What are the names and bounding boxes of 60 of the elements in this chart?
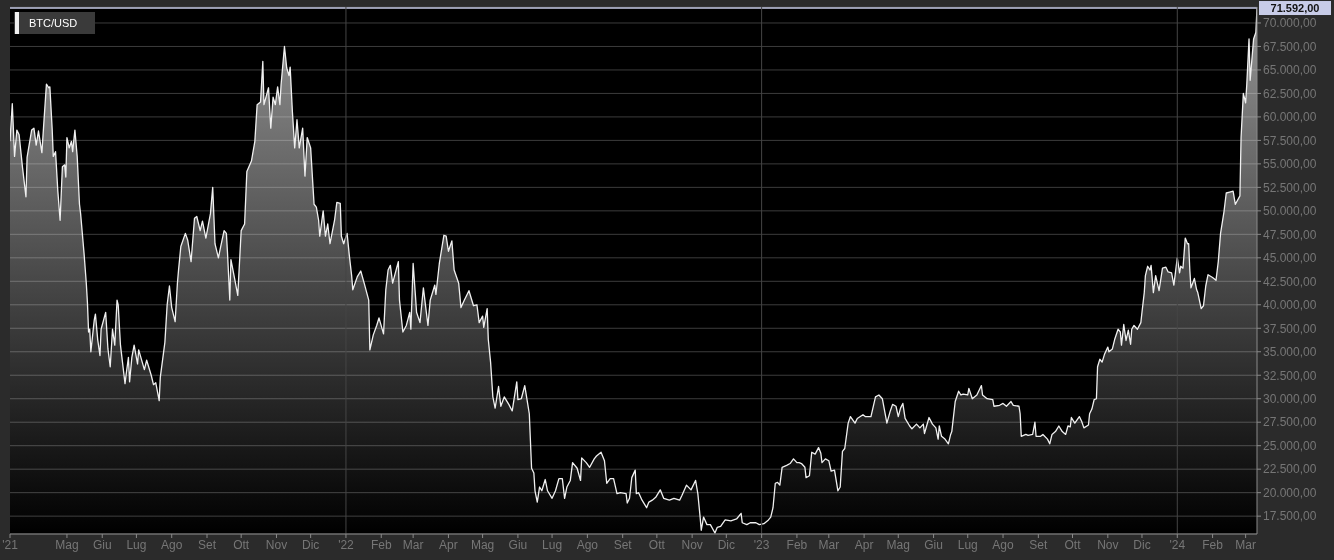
x-tick-label: Mag: [470, 537, 495, 552]
x-tick-label: Lug: [126, 537, 147, 552]
x-tick-label: Mag: [55, 537, 79, 552]
x-tick-label: Ago: [992, 537, 1015, 552]
x-tick-label: Giu: [92, 537, 112, 552]
y-tick-label: 65.000,00: [1263, 63, 1317, 78]
y-tick-label: 40.000,00: [1263, 298, 1317, 313]
x-tick-label: Giu: [924, 537, 943, 552]
x-tick-label: Mar: [1235, 537, 1256, 552]
x-tick-label: Apr: [854, 537, 874, 552]
x-tick-label: Ott: [648, 537, 666, 552]
y-tick-label: 42.500,00: [1263, 274, 1317, 289]
y-tick-label: 60.000,00: [1263, 110, 1317, 125]
x-tick-label: Mag: [886, 537, 910, 552]
x-tick-label: Feb: [370, 537, 392, 552]
y-tick-label: 30.000,00: [1263, 391, 1317, 406]
x-tick-label: Mar: [402, 537, 424, 552]
x-tick-label: Giu: [508, 537, 528, 552]
y-tick-label: 32.500,00: [1263, 368, 1317, 383]
x-tick-label: Nov: [681, 537, 703, 552]
x-tick-label: Nov: [265, 537, 288, 552]
y-tick-label: 52.500,00: [1263, 180, 1317, 195]
y-tick-label: 57.500,00: [1263, 133, 1317, 148]
y-tick-label: 50.000,00: [1263, 204, 1317, 219]
y-tick-label: 22.500,00: [1263, 462, 1317, 477]
y-tick-label: 67.500,00: [1263, 39, 1317, 54]
y-tick-label: 47.500,00: [1263, 227, 1317, 242]
x-tick-label: '22: [338, 537, 355, 552]
y-tick-label: 62.500,00: [1263, 86, 1317, 101]
x-tick-label: Ott: [1064, 537, 1082, 552]
x-tick-label: Dic: [301, 537, 320, 552]
y-tick-label: 17.500,00: [1263, 509, 1317, 524]
x-tick-label: Feb: [786, 537, 808, 552]
x-tick-label: '21: [2, 537, 19, 552]
x-tick-label: Ago: [576, 537, 599, 552]
x-tick-label: Ago: [161, 537, 183, 552]
x-tick-label: Set: [1029, 537, 1049, 552]
legend-label: BTC/USD: [28, 16, 79, 31]
y-tick-label: 20.000,00: [1263, 485, 1317, 500]
x-tick-label: Lug: [542, 537, 563, 552]
y-tick-label: 45.000,00: [1263, 251, 1317, 266]
y-tick-label: 37.500,00: [1263, 321, 1317, 336]
x-tick-label: Lug: [957, 537, 978, 552]
x-tick-label: Ott: [233, 537, 250, 552]
y-tick-label: 35.000,00: [1263, 345, 1317, 360]
y-tick-label: 25.000,00: [1263, 438, 1317, 453]
x-tick-label: Apr: [439, 537, 458, 552]
x-tick-label: Mar: [818, 537, 840, 552]
x-tick-label: Dic: [717, 537, 735, 552]
x-tick-label: Nov: [1097, 537, 1119, 552]
x-tick-label: Set: [198, 537, 217, 552]
y-tick-label: 70.000,00: [1263, 16, 1317, 31]
x-tick-label: '23: [753, 537, 770, 552]
y-tick-label: 55.000,00: [1263, 157, 1317, 172]
y-tick-label: 27.500,00: [1263, 415, 1317, 430]
x-tick-label: Set: [613, 537, 633, 552]
x-tick-label: Dic: [1133, 537, 1151, 552]
x-tick-label: '24: [1169, 537, 1186, 552]
x-tick-label: Feb: [1202, 537, 1224, 552]
ref-line-label: 71.592,00: [1270, 2, 1320, 15]
